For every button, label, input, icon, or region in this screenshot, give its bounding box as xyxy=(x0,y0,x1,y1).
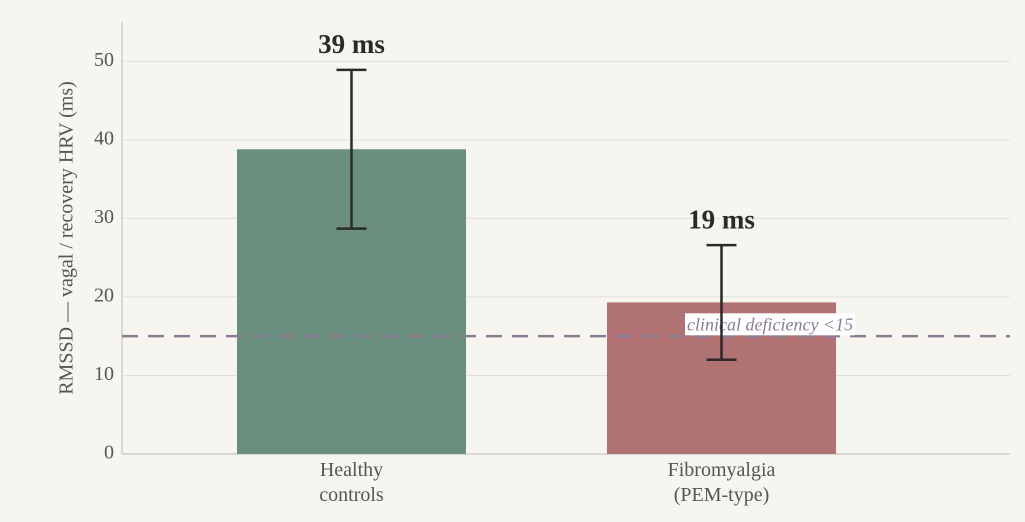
reference-label: clinical deficiency <15 xyxy=(687,314,853,334)
y-tick-label: 10 xyxy=(94,363,114,385)
reference-label-bg xyxy=(685,313,856,336)
y-tick-label: 40 xyxy=(94,127,114,149)
y-tick-label: 50 xyxy=(94,49,114,71)
x-tick-label: Fibromyalgia (PEM-type) xyxy=(667,459,776,506)
y-tick-label: 30 xyxy=(94,206,114,228)
value-label: 39 ms xyxy=(318,29,385,59)
y-tick-label: 0 xyxy=(104,442,114,464)
y-tick-label: 20 xyxy=(94,285,114,307)
value-label: 19 ms xyxy=(688,204,755,234)
x-tick-label: Healthy controls xyxy=(319,459,384,506)
y-axis-label: RMSSD — vagal / recovery HRV (ms) xyxy=(56,81,78,395)
